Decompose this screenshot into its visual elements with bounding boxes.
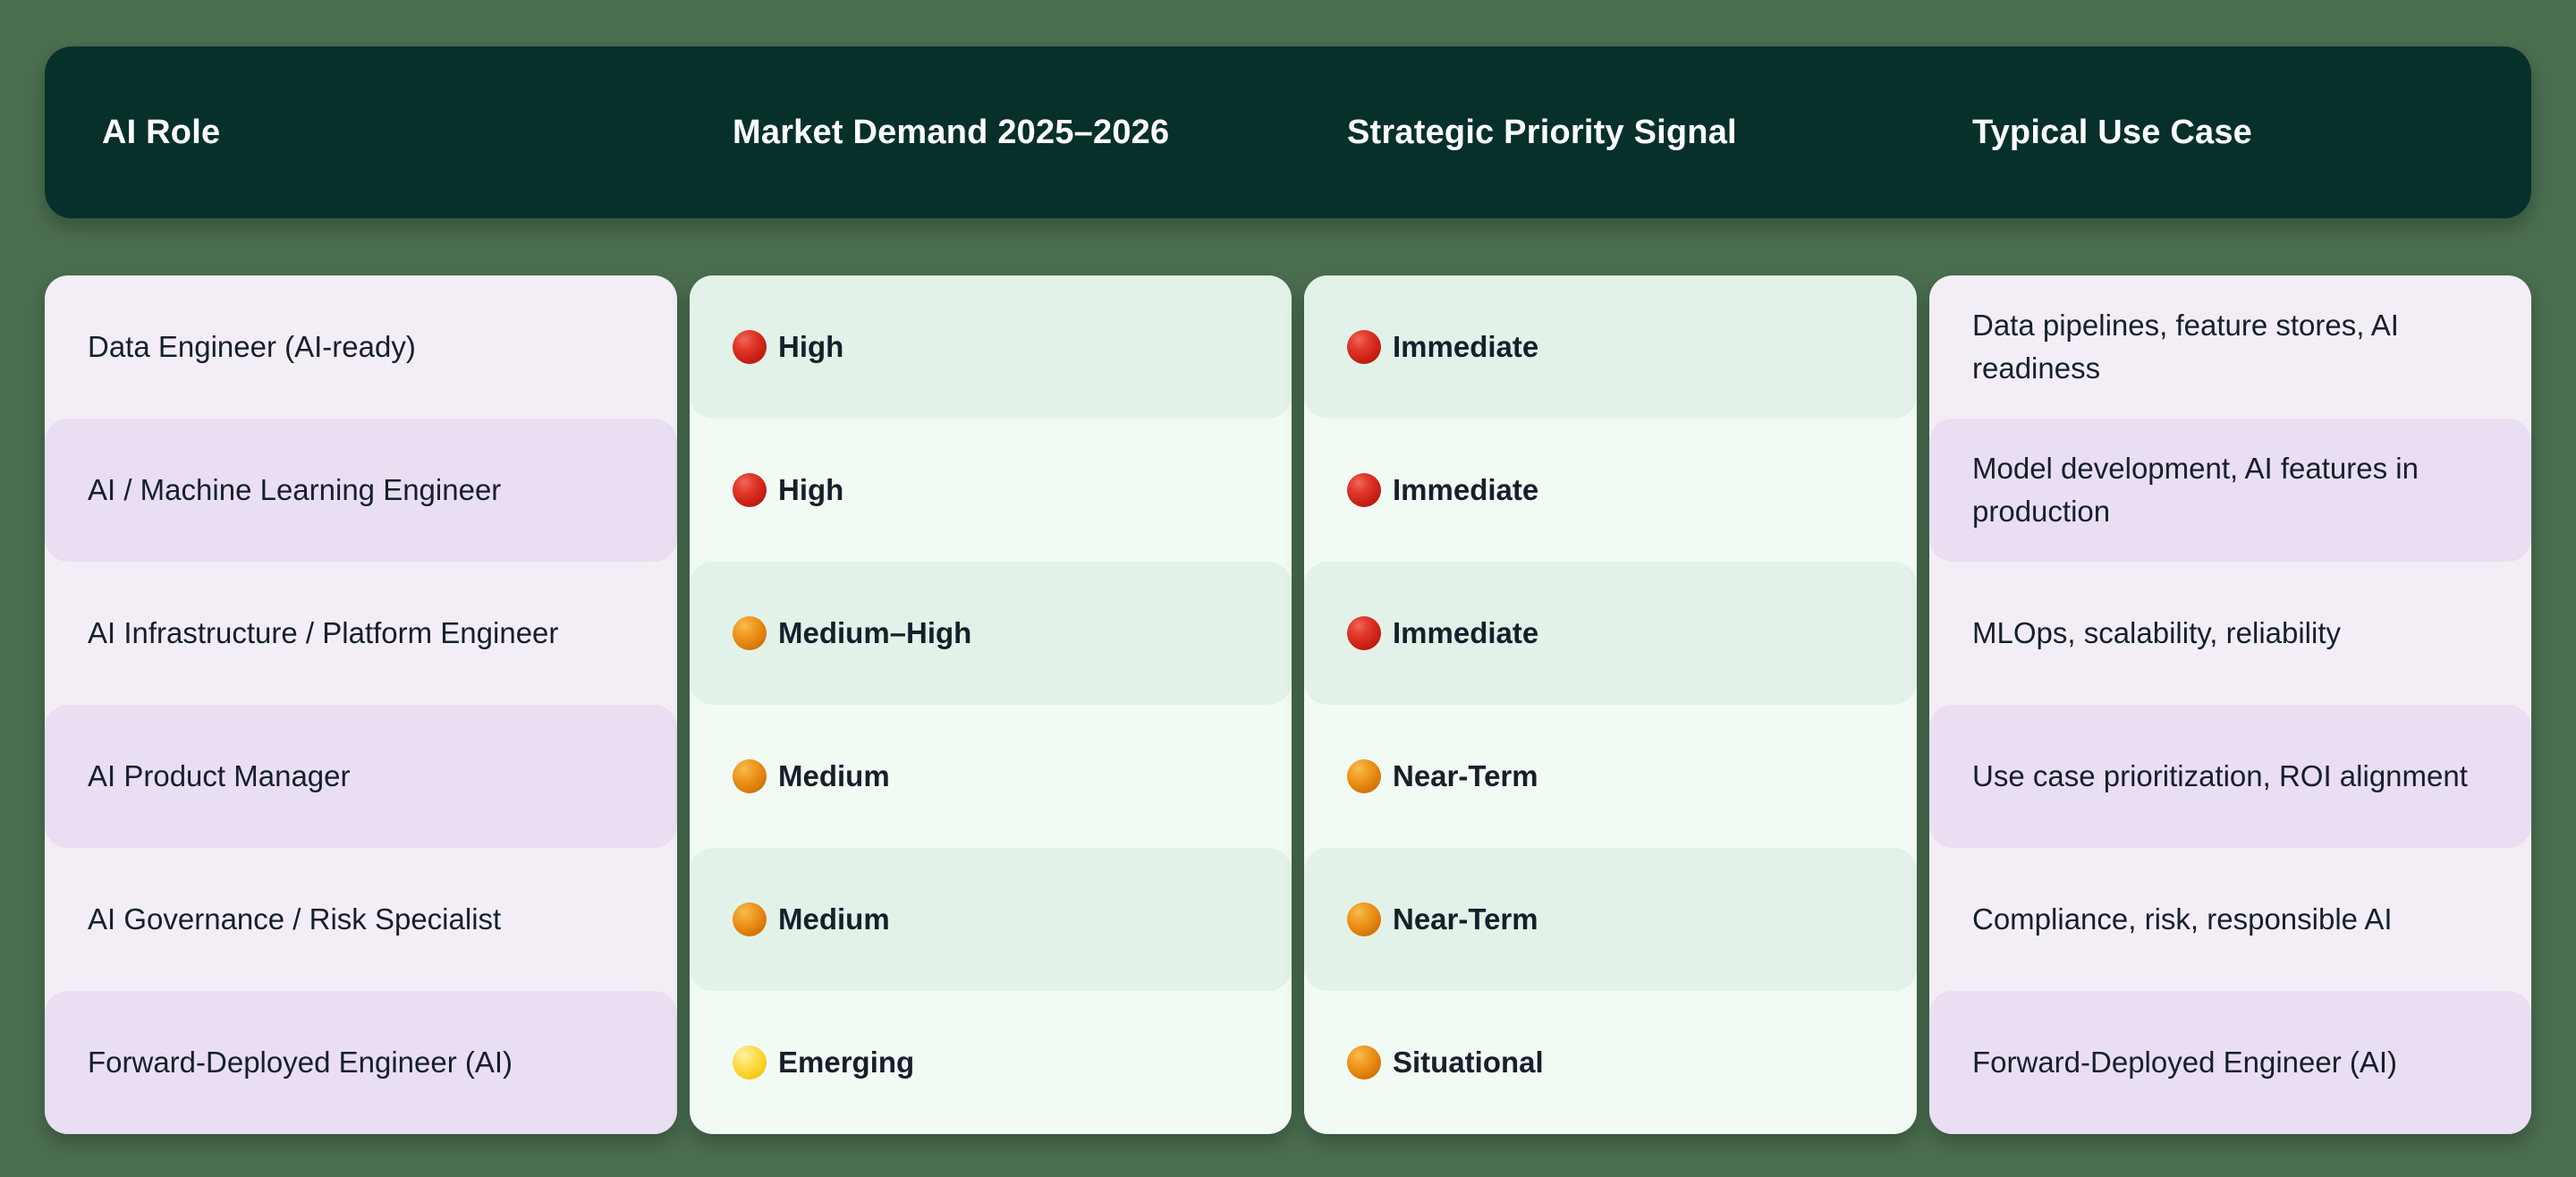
use-case-cell: Use case prioritization, ROI alignment [1929, 705, 2531, 848]
use-case-cell-text: Use case prioritization, ROI alignment [1972, 759, 2468, 793]
strategic-priority-cell: Immediate [1304, 562, 1917, 705]
use-case-cell: Data pipelines, feature stores, AI readi… [1929, 275, 2531, 419]
roles-table: AI Role Market Demand 2025–2026 Strategi… [45, 47, 2531, 1134]
orange-dot-icon [733, 902, 767, 936]
header-market-demand: Market Demand 2025–2026 [733, 113, 1170, 151]
orange-dot-icon [1347, 902, 1381, 936]
column-market-demand: High High Medium–High Medium Medium Emerging [690, 275, 1292, 1134]
role-cell-text: Forward-Deployed Engineer (AI) [88, 1046, 513, 1080]
strategic-priority-cell: Near-Term [1304, 848, 1917, 991]
orange-dot-icon [1347, 759, 1381, 793]
strategic-priority-cell: Immediate [1304, 419, 1917, 562]
column-strategic-priority: Immediate Immediate Immediate Near-Term Near… [1304, 275, 1917, 1134]
signal-label: Medium [778, 902, 890, 936]
use-case-cell-text: Data pipelines, feature stores, AI readi… [1972, 309, 2399, 385]
red-dot-icon [1347, 616, 1381, 650]
market-demand-cell: Emerging [690, 991, 1292, 1134]
use-case-cell-text: Model development, AI features in produc… [1972, 452, 2419, 528]
use-case-cell: MLOps, scalability, reliability [1929, 562, 2531, 705]
signal-label: High [778, 473, 844, 507]
strategic-priority-cell: Immediate [1304, 275, 1917, 419]
red-dot-icon [733, 473, 767, 507]
signal-label: Near-Term [1393, 902, 1538, 936]
role-cell: AI / Machine Learning Engineer [45, 419, 677, 562]
signal-label: Immediate [1393, 616, 1539, 650]
header-strategic-priority: Strategic Priority Signal [1347, 113, 1737, 151]
orange-dot-icon [733, 616, 767, 650]
red-dot-icon [1347, 330, 1381, 364]
market-demand-cell: Medium [690, 848, 1292, 991]
table-body: Data Engineer (AI-ready) AI / Machine Lea… [45, 275, 2531, 1134]
role-cell: AI Product Manager [45, 705, 677, 848]
role-cell: Forward-Deployed Engineer (AI) [45, 991, 677, 1134]
use-case-cell: Compliance, risk, responsible AI [1929, 848, 2531, 991]
use-case-cell: Forward-Deployed Engineer (AI) [1929, 991, 2531, 1134]
role-cell-text: AI Infrastructure / Platform Engineer [88, 616, 559, 650]
role-cell-text: Data Engineer (AI-ready) [88, 330, 416, 364]
role-cell: Data Engineer (AI-ready) [45, 275, 677, 419]
market-demand-cell: Medium–High [690, 562, 1292, 705]
strategic-priority-cell: Near-Term [1304, 705, 1917, 848]
signal-label: Situational [1393, 1046, 1544, 1080]
role-cell-text: AI Governance / Risk Specialist [88, 902, 502, 936]
use-case-cell: Model development, AI features in produc… [1929, 419, 2531, 562]
use-case-cell-text: Compliance, risk, responsible AI [1972, 902, 2393, 936]
signal-label: Immediate [1393, 473, 1539, 507]
yellow-dot-icon [733, 1046, 767, 1080]
role-cell-text: AI Product Manager [88, 759, 351, 793]
red-dot-icon [733, 330, 767, 364]
orange-dot-icon [1347, 1046, 1381, 1080]
column-ai-role: Data Engineer (AI-ready) AI / Machine Lea… [45, 275, 677, 1134]
header-typical-use-case: Typical Use Case [1972, 113, 2252, 151]
header-ai-role: AI Role [102, 113, 221, 151]
use-case-cell-text: MLOps, scalability, reliability [1972, 616, 2342, 650]
market-demand-cell: High [690, 275, 1292, 419]
signal-label: Near-Term [1393, 759, 1538, 793]
signal-label: High [778, 330, 844, 364]
role-cell: AI Governance / Risk Specialist [45, 848, 677, 991]
market-demand-cell: Medium [690, 705, 1292, 848]
table-header-row: AI Role Market Demand 2025–2026 Strategi… [45, 47, 2531, 218]
strategic-priority-cell: Situational [1304, 991, 1917, 1134]
red-dot-icon [1347, 473, 1381, 507]
signal-label: Medium [778, 759, 890, 793]
use-case-cell-text: Forward-Deployed Engineer (AI) [1972, 1046, 2398, 1080]
column-typical-use-case: Data pipelines, feature stores, AI readi… [1929, 275, 2531, 1134]
market-demand-cell: High [690, 419, 1292, 562]
role-cell: AI Infrastructure / Platform Engineer [45, 562, 677, 705]
role-cell-text: AI / Machine Learning Engineer [88, 473, 502, 507]
signal-label: Medium–High [778, 616, 972, 650]
signal-label: Emerging [778, 1046, 915, 1080]
orange-dot-icon [733, 759, 767, 793]
signal-label: Immediate [1393, 330, 1539, 364]
